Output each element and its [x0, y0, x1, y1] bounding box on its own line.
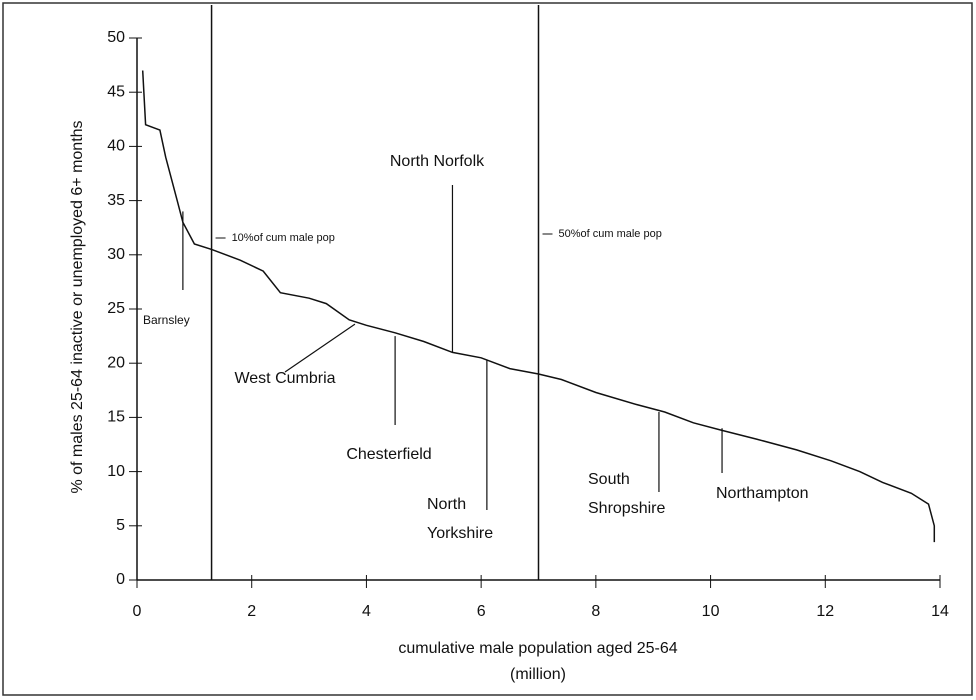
- y-tick-label: 10: [107, 463, 125, 480]
- annotation-label: Chesterfield: [346, 446, 431, 463]
- annotation-label: Yorkshire: [427, 525, 493, 542]
- y-tick-label: 0: [116, 571, 125, 588]
- annotation-leader: [284, 323, 356, 373]
- y-tick-label: 35: [107, 192, 125, 209]
- x-tick-label: 2: [247, 603, 256, 620]
- reference-label: 10%of cum male pop: [232, 232, 335, 244]
- x-tick-label: 10: [702, 603, 720, 620]
- y-tick-label: 50: [107, 29, 125, 46]
- y-tick-label: 30: [107, 246, 125, 263]
- x-tick-label: 0: [133, 603, 142, 620]
- annotation-label: North Norfolk: [390, 153, 485, 170]
- annotation-label: North: [427, 496, 466, 513]
- x-tick-label: 14: [931, 603, 949, 620]
- x-tick-label: 8: [591, 603, 600, 620]
- x-tick-label: 4: [362, 603, 371, 620]
- annotation-label: Shropshire: [588, 500, 665, 517]
- x-axis-unit: (million): [510, 666, 566, 683]
- y-tick-label: 40: [107, 138, 125, 155]
- x-axis-label: cumulative male population aged 25-64: [398, 640, 677, 657]
- y-axis-label: % of males 25-64 inactive or unemployed …: [69, 120, 86, 493]
- y-tick-label: 25: [107, 300, 125, 317]
- annotation-label: West Cumbria: [234, 370, 335, 387]
- x-tick-label: 6: [477, 603, 486, 620]
- annotation-label: Northampton: [716, 485, 809, 502]
- annotation-label: Barnsley: [143, 313, 190, 327]
- y-tick-label: 15: [107, 409, 125, 426]
- y-tick-label: 20: [107, 354, 125, 371]
- reference-label: 50%of cum male pop: [559, 228, 662, 240]
- y-tick-label: 45: [107, 83, 125, 100]
- annotation-label: South: [588, 471, 630, 488]
- x-tick-label: 12: [816, 603, 834, 620]
- data-line: [141, 70, 936, 543]
- y-tick-label: 5: [116, 517, 125, 534]
